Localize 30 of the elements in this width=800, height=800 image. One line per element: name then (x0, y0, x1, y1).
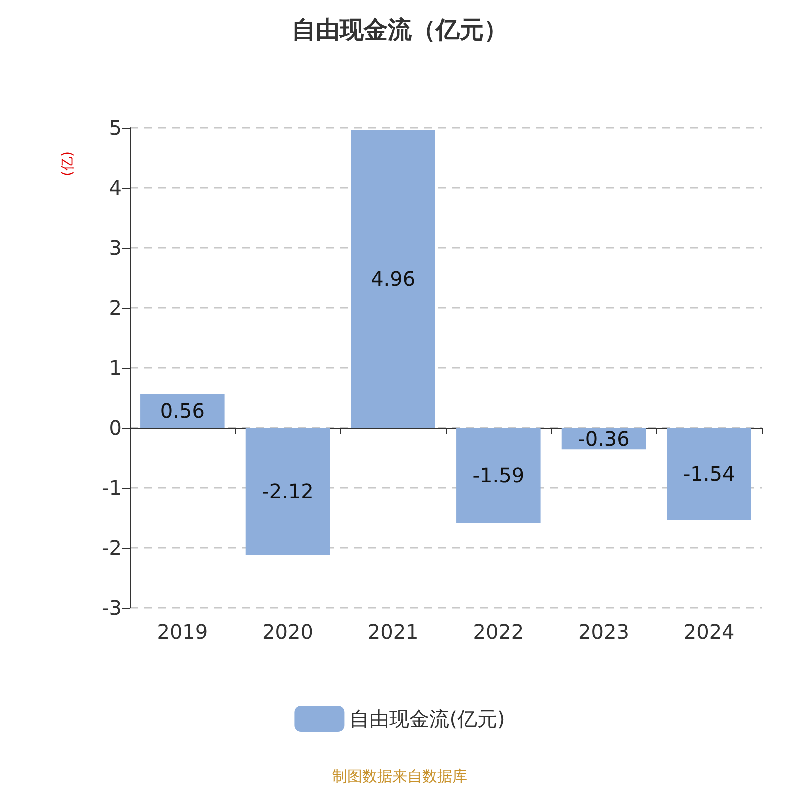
chart-title: 自由现金流（亿元） (292, 16, 508, 44)
data-label: -0.36 (578, 426, 630, 451)
data-label: -2.12 (262, 480, 314, 504)
bar (246, 428, 330, 556)
y-tick-label: 3 (109, 236, 122, 260)
y-tick-label: 1 (109, 356, 122, 380)
x-tick-label: 2023 (578, 620, 630, 644)
x-tick-label: 2021 (368, 620, 419, 644)
data-label: 4.96 (371, 267, 416, 292)
y-tick-label: -1 (102, 476, 122, 500)
text: 制图数据来自数据库 (332, 768, 468, 786)
y-tick-label: 4 (109, 176, 122, 200)
y-tick-label: 2 (109, 296, 122, 320)
x-tick-label: 2020 (262, 620, 314, 644)
y-tick-label: 0 (109, 416, 122, 440)
x-tick-label: 2022 (473, 620, 524, 644)
y-tick-label: 5 (109, 116, 122, 140)
y-tick-label: -3 (102, 596, 122, 620)
bar (456, 428, 541, 524)
x-tick-label: 2019 (157, 620, 208, 644)
data-label: -1.59 (472, 464, 525, 488)
data-label: -1.54 (683, 462, 736, 486)
bar (667, 428, 752, 520)
bar (140, 394, 225, 428)
data-label: 0.56 (160, 399, 205, 424)
y-tick-label: -2 (102, 536, 122, 560)
legend-label: 自由现金流(亿元) (350, 707, 506, 731)
bar (351, 130, 436, 428)
y-axis-title: (亿) (60, 152, 76, 176)
x-tick-label: 2024 (684, 620, 735, 644)
